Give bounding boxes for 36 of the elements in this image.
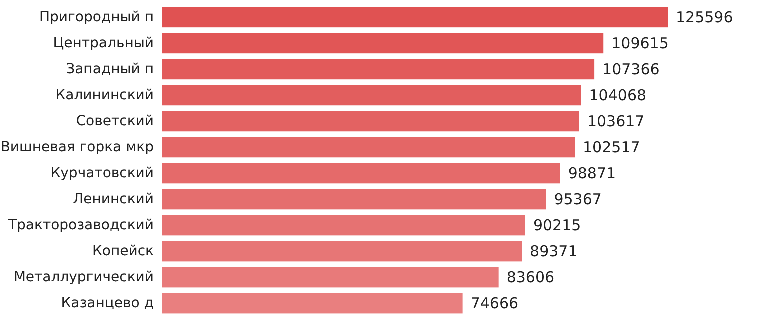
y-tick-label: Казанцево д (61, 296, 154, 312)
bar (162, 111, 580, 132)
data-label: 125596 (676, 8, 734, 26)
bar (162, 215, 526, 236)
y-tick-label: Копейск (92, 244, 154, 260)
bar (162, 137, 576, 158)
y-tick-label: Калининский (56, 87, 154, 104)
bar (162, 241, 522, 262)
data-label: 104068 (589, 86, 647, 104)
y-tick-label: Советский (76, 113, 154, 130)
data-label: 89371 (530, 242, 578, 261)
y-tick-label: Вишневая горка мкр (0, 139, 154, 156)
data-label: 102517 (583, 138, 640, 156)
bar (162, 85, 582, 106)
bar (162, 189, 546, 210)
data-label: 95367 (554, 190, 602, 209)
data-label: 98871 (568, 164, 616, 183)
y-tick-label: Пригородный п (40, 9, 154, 26)
y-tick-label: Металлургический (14, 270, 154, 286)
y-tick-label: Тракторозаводский (7, 218, 154, 234)
data-label: 109615 (612, 34, 669, 52)
data-label: 103617 (587, 112, 645, 130)
bar (162, 59, 595, 80)
data-label: 83606 (506, 268, 555, 287)
bar (162, 33, 604, 54)
y-tick-label: Западный п (66, 61, 154, 78)
bar (162, 267, 499, 288)
data-label: 107366 (602, 60, 660, 78)
bar (162, 7, 668, 28)
bar (162, 163, 560, 184)
y-tick-label: Центральный (53, 35, 154, 52)
data-label: 74666 (470, 294, 519, 313)
y-tick-label: Ленинский (73, 192, 154, 208)
y-tick-label: Курчатовский (50, 166, 154, 182)
data-label: 90215 (533, 216, 582, 235)
bar (162, 293, 463, 314)
